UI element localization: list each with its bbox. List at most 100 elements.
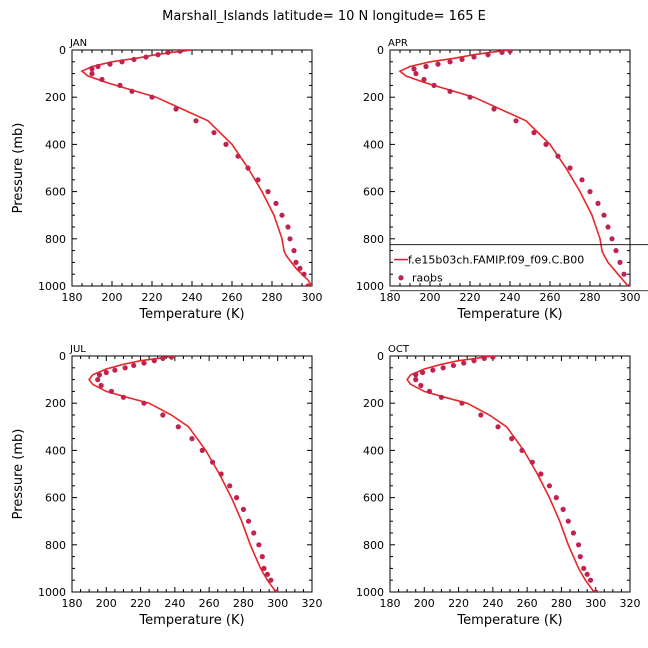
- y-tick-label: 600: [45, 186, 66, 199]
- panel-label-apr: APR: [388, 38, 408, 49]
- obs-point: [95, 377, 101, 383]
- x-tick-label: 260: [199, 597, 220, 610]
- panel-oct: 180 200 220 240 260 280 300 320 0 200 400 600 800 100…: [356, 344, 641, 628]
- x-tick-label: 200: [96, 597, 117, 610]
- obs-point: [233, 495, 240, 501]
- y-tick-label: 200: [45, 397, 66, 410]
- x-axis-label: Temperature (K): [138, 613, 244, 628]
- obs-point: [421, 76, 427, 83]
- obs-point: [160, 412, 166, 418]
- model-line: [88, 356, 277, 592]
- y-tick-label: 0: [59, 350, 66, 363]
- obs-point: [235, 153, 241, 159]
- obs-point: [287, 236, 293, 242]
- data-area-jan: [80, 50, 312, 286]
- obs-point: [423, 63, 429, 70]
- panel-jan: 180 200 220 240 260 280 300 0 200 400 600 800 1000 Te…: [11, 38, 323, 322]
- y-tick-label: 0: [377, 44, 384, 57]
- y-axis-label: Pressure (mb): [11, 123, 26, 214]
- obs-point: [411, 66, 417, 72]
- obs-point: [570, 530, 577, 536]
- obs-point: [107, 61, 113, 67]
- obs-point: [189, 436, 195, 442]
- obs-point: [490, 356, 496, 360]
- x-tick-label: 220: [460, 291, 481, 304]
- obs-point: [587, 189, 593, 195]
- x-tick-label: 240: [482, 597, 503, 610]
- obs-point: [595, 200, 601, 206]
- obs-point: [581, 565, 587, 572]
- y-tick-label: 200: [363, 397, 384, 410]
- obs-point: [413, 377, 419, 383]
- obs-point: [613, 248, 619, 254]
- x-tick-label: 220: [448, 597, 469, 610]
- obs-point: [419, 369, 426, 376]
- obs-point: [426, 388, 433, 394]
- obs-point: [273, 200, 279, 206]
- obs-point: [431, 82, 437, 88]
- obs-point: [261, 565, 267, 572]
- panels-group: 180 200 220 240 260 280 300 0 200 400 600 800 1000 Te…: [11, 38, 648, 628]
- panel-label-oct: OCT: [388, 344, 410, 355]
- plot-frame-jan: [71, 49, 313, 287]
- obs-point: [122, 365, 128, 371]
- obs-point: [273, 589, 279, 592]
- x-tick-label: 300: [267, 597, 288, 610]
- obs-point: [467, 94, 473, 100]
- y-tick-label: 0: [59, 44, 66, 57]
- x-tick-label: 320: [620, 597, 641, 610]
- y-tick-label: 0: [377, 350, 384, 363]
- obs-point: [108, 388, 115, 394]
- obs-point: [199, 447, 205, 453]
- obs-point: [543, 141, 549, 147]
- obs-point: [291, 248, 297, 254]
- obs-point: [519, 447, 525, 453]
- obs-point: [193, 118, 199, 124]
- y-tick-label: 400: [45, 138, 66, 151]
- x-tick-label: 180: [380, 291, 401, 304]
- obs-point: [617, 259, 623, 265]
- figure-title: Marshall_Islands latitude= 10 N longitud…: [162, 9, 486, 24]
- obs-point: [471, 358, 477, 364]
- legend-model-label: f.e15b03ch.FAMIP.f09_f09.C.B00: [408, 254, 584, 267]
- obs-point: [89, 71, 95, 77]
- obs-point: [577, 554, 583, 560]
- obs-point: [509, 436, 515, 442]
- obs-point: [461, 360, 467, 366]
- y-tick-label: 800: [363, 233, 384, 246]
- x-tick-label: 300: [585, 597, 606, 610]
- obs-point: [151, 358, 157, 364]
- obs-point: [117, 82, 123, 88]
- x-tick-label: 240: [500, 291, 521, 304]
- obs-point: [560, 506, 566, 512]
- y-tick-label: 200: [363, 91, 384, 104]
- model-line: [398, 50, 629, 286]
- obs-point: [119, 59, 125, 65]
- obs-point: [413, 372, 419, 378]
- obs-point: [264, 571, 271, 577]
- obs-point: [495, 424, 501, 430]
- obs-point: [538, 471, 544, 477]
- y-tick-label: 600: [45, 492, 66, 505]
- x-tick-label: 200: [414, 597, 435, 610]
- obs-point: [499, 50, 505, 55]
- obs-point: [601, 212, 607, 218]
- obs-point: [143, 54, 149, 60]
- panel-apr: 180 200 220 240 260 280 300 0 200 400 600 800 1000 Te…: [356, 38, 648, 322]
- obs-point: [95, 63, 101, 70]
- obs-point: [131, 362, 137, 369]
- obs-point: [413, 71, 419, 77]
- x-tick-label: 320: [302, 597, 323, 610]
- x-tick-label: 240: [164, 597, 185, 610]
- obs-point: [131, 56, 137, 63]
- obs-point: [621, 271, 627, 277]
- obs-point: [546, 483, 553, 489]
- obs-point: [529, 459, 535, 465]
- panel-jul: 180 200 220 240 260 280 300 320 0 200 400 600 800 100…: [11, 344, 323, 628]
- x-tick-label: 300: [302, 291, 323, 304]
- obs-point: [149, 94, 155, 100]
- obs-point: [447, 88, 453, 94]
- x-tick-label: 180: [62, 597, 83, 610]
